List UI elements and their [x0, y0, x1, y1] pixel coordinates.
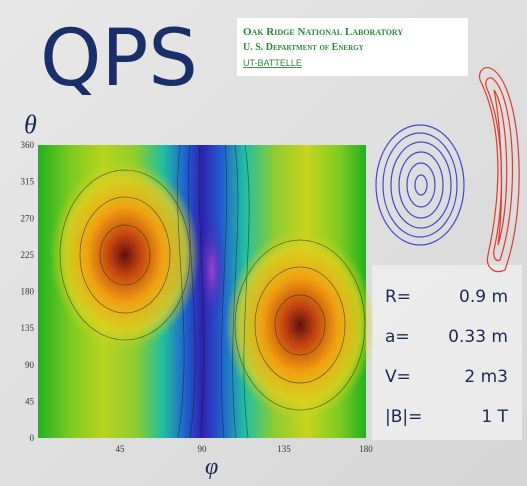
- param-value: 2 m3: [464, 367, 508, 387]
- x-tick-label: 90: [198, 444, 208, 454]
- y-tick-label: 0: [30, 433, 35, 443]
- y-axis-label: θ: [24, 110, 37, 139]
- contour-plot: [38, 145, 375, 438]
- x-axis-label: φ: [205, 454, 218, 480]
- param-value: 0.33 m: [448, 327, 508, 347]
- param-name: |B|=: [385, 407, 422, 427]
- y-tick-label: 90: [25, 360, 35, 370]
- x-tick-label: 45: [116, 444, 126, 454]
- logo-line: Oak Ridge National Laboratory: [243, 26, 403, 38]
- param-name: a=: [385, 327, 410, 347]
- y-tick-label: 135: [21, 323, 35, 333]
- title: QPS: [40, 14, 198, 104]
- x-tick-label: 180: [359, 444, 373, 454]
- y-tick-label: 225: [21, 250, 35, 260]
- y-tick-label: 45: [25, 396, 35, 406]
- y-tick-label: 360: [21, 140, 35, 150]
- y-tick-label: 180: [21, 287, 35, 297]
- y-tick-label: 270: [21, 213, 35, 223]
- x-tick-label: 135: [277, 444, 291, 454]
- param-name: V=: [385, 367, 411, 387]
- slide: QPS Oak Ridge National Laboratory U. S. …: [0, 0, 527, 486]
- logo-line: UT-Battelle: [243, 58, 302, 68]
- param-value: 0.9 m: [459, 287, 508, 307]
- param-value: 1 T: [481, 407, 508, 427]
- param-name: R=: [385, 287, 411, 307]
- y-tick-label: 315: [21, 177, 35, 187]
- logo-line: U. S. Department of Energy: [243, 42, 364, 53]
